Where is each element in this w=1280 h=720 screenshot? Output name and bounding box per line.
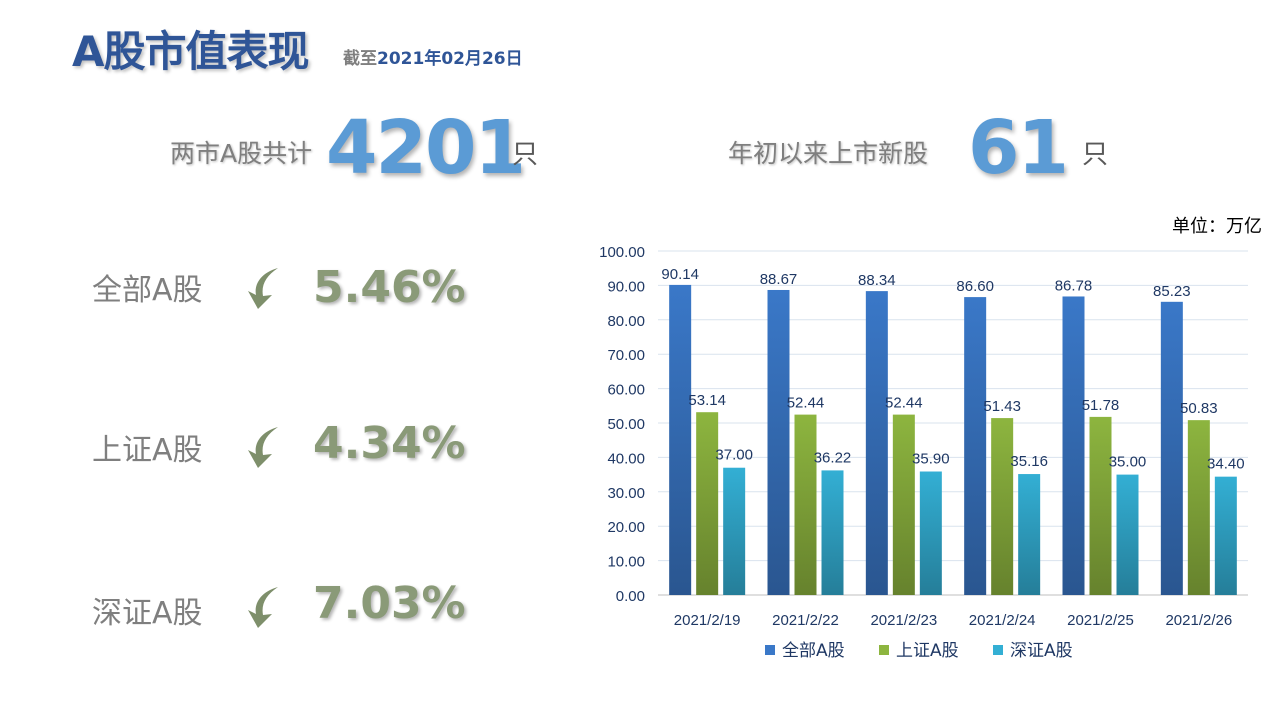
legend-swatch (765, 645, 775, 655)
bar-上证A股-2021/2/25 (1089, 416, 1112, 595)
bar-上证A股-2021/2/26 (1187, 420, 1210, 595)
x-tick-label: 2021/2/23 (870, 612, 937, 629)
data-label: 51.43 (983, 398, 1021, 415)
data-label: 86.78 (1055, 277, 1093, 294)
total-stocks-label: 两市A股共计 (170, 139, 313, 168)
new-listings-label: 年初以来上市新股 (728, 139, 929, 168)
bar-深证A股-2021/2/22 (821, 470, 844, 595)
legend-label: 深证A股 (1010, 641, 1073, 661)
data-label: 85.23 (1153, 283, 1191, 300)
y-tick-label: 10.00 (607, 554, 645, 571)
market-cap-bar-chart: 0.00 10.00 20.00 30.00 40.00 50.00 60.00 70.00 8… (599, 244, 1248, 661)
bar-上证A股-2021/2/24 (991, 418, 1014, 595)
bar-全部A股-2021/2/22 (767, 289, 790, 595)
legend-label: 全部A股 (782, 641, 845, 661)
as-of-date-value: 2021年02月26日 (377, 49, 523, 69)
chart-unit-note: 单位：万亿 (1172, 216, 1262, 237)
page-title: A股市值表现 (72, 27, 310, 76)
bar-深证A股-2021/2/19 (723, 467, 746, 595)
perf-value-shanghai: 4.34% (313, 418, 466, 469)
data-label: 51.78 (1082, 397, 1120, 414)
bar-深证A股-2021/2/24 (1018, 474, 1041, 595)
y-tick-label: 80.00 (607, 313, 645, 330)
bar-深证A股-2021/2/26 (1214, 476, 1237, 595)
chart-grid (658, 250, 1248, 596)
perf-label-shanghai: 上证A股 (92, 433, 203, 468)
perf-value-shenzhen: 7.03% (313, 578, 466, 629)
data-labels: 90.14 53.14 37.00 88.67 52.44 36.22 88.34 52.44… (661, 266, 1244, 473)
y-tick-label: 30.00 (607, 485, 645, 502)
y-tick-label: 0.00 (616, 588, 645, 605)
data-label: 53.14 (688, 392, 726, 409)
data-label: 90.14 (661, 266, 699, 283)
new-listings-value: 61 (968, 105, 1069, 191)
data-label: 35.90 (912, 451, 950, 468)
y-tick-label: 100.00 (599, 244, 645, 261)
bar-上证A股-2021/2/19 (696, 412, 719, 595)
as-of-date: 截至2021年02月26日 (343, 44, 523, 69)
y-axis: 0.00 10.00 20.00 30.00 40.00 50.00 60.00 70.00 8… (599, 244, 645, 605)
data-label: 52.44 (885, 395, 923, 412)
legend-swatch (879, 645, 889, 655)
bar-深证A股-2021/2/25 (1116, 474, 1139, 595)
arrow-down-icon (248, 427, 278, 468)
chart-legend: 全部A股 上证A股 深证A股 (765, 641, 1073, 661)
legend-swatch (993, 645, 1003, 655)
bar-全部A股-2021/2/26 (1160, 301, 1183, 595)
total-stocks-unit: 只 (512, 140, 539, 170)
bar-全部A股-2021/2/25 (1062, 296, 1085, 595)
chart-bars (669, 284, 1237, 595)
new-listings-unit: 只 (1082, 140, 1109, 170)
y-tick-label: 20.00 (607, 519, 645, 536)
perf-label-shenzhen: 深证A股 (92, 596, 203, 631)
bar-上证A股-2021/2/22 (794, 414, 817, 595)
as-of-prefix: 截至 (343, 49, 377, 69)
bar-全部A股-2021/2/23 (865, 291, 888, 595)
data-label: 88.34 (858, 272, 896, 289)
data-label: 86.60 (956, 278, 994, 295)
bar-全部A股-2021/2/19 (669, 284, 692, 595)
y-tick-label: 40.00 (607, 450, 645, 467)
x-tick-label: 2021/2/22 (772, 612, 839, 629)
data-label: 52.44 (787, 395, 825, 412)
y-tick-label: 50.00 (607, 416, 645, 433)
bar-上证A股-2021/2/23 (892, 414, 915, 595)
data-label: 35.00 (1109, 454, 1147, 471)
arrow-down-icon (248, 587, 278, 628)
perf-value-all: 5.46% (313, 262, 466, 313)
y-tick-label: 90.00 (607, 278, 645, 295)
x-tick-label: 2021/2/26 (1165, 612, 1232, 629)
data-label: 35.16 (1010, 453, 1048, 470)
y-tick-label: 70.00 (607, 347, 645, 364)
x-tick-label: 2021/2/19 (674, 612, 741, 629)
data-label: 36.22 (814, 449, 852, 466)
x-tick-label: 2021/2/25 (1067, 612, 1134, 629)
arrow-down-icon (248, 268, 278, 309)
data-label: 34.40 (1207, 456, 1245, 473)
x-tick-label: 2021/2/24 (969, 612, 1036, 629)
data-label: 88.67 (760, 271, 798, 288)
legend-label: 上证A股 (896, 641, 959, 661)
data-label: 37.00 (715, 447, 753, 464)
total-stocks-value: 4201 (326, 105, 526, 191)
x-axis: 2021/2/19 2021/2/22 2021/2/23 2021/2/24 2021… (674, 612, 1232, 629)
bar-全部A股-2021/2/24 (964, 297, 987, 595)
perf-label-all: 全部A股 (92, 273, 203, 308)
bar-深证A股-2021/2/23 (919, 471, 942, 595)
y-tick-label: 60.00 (607, 382, 645, 399)
data-label: 50.83 (1180, 400, 1218, 417)
